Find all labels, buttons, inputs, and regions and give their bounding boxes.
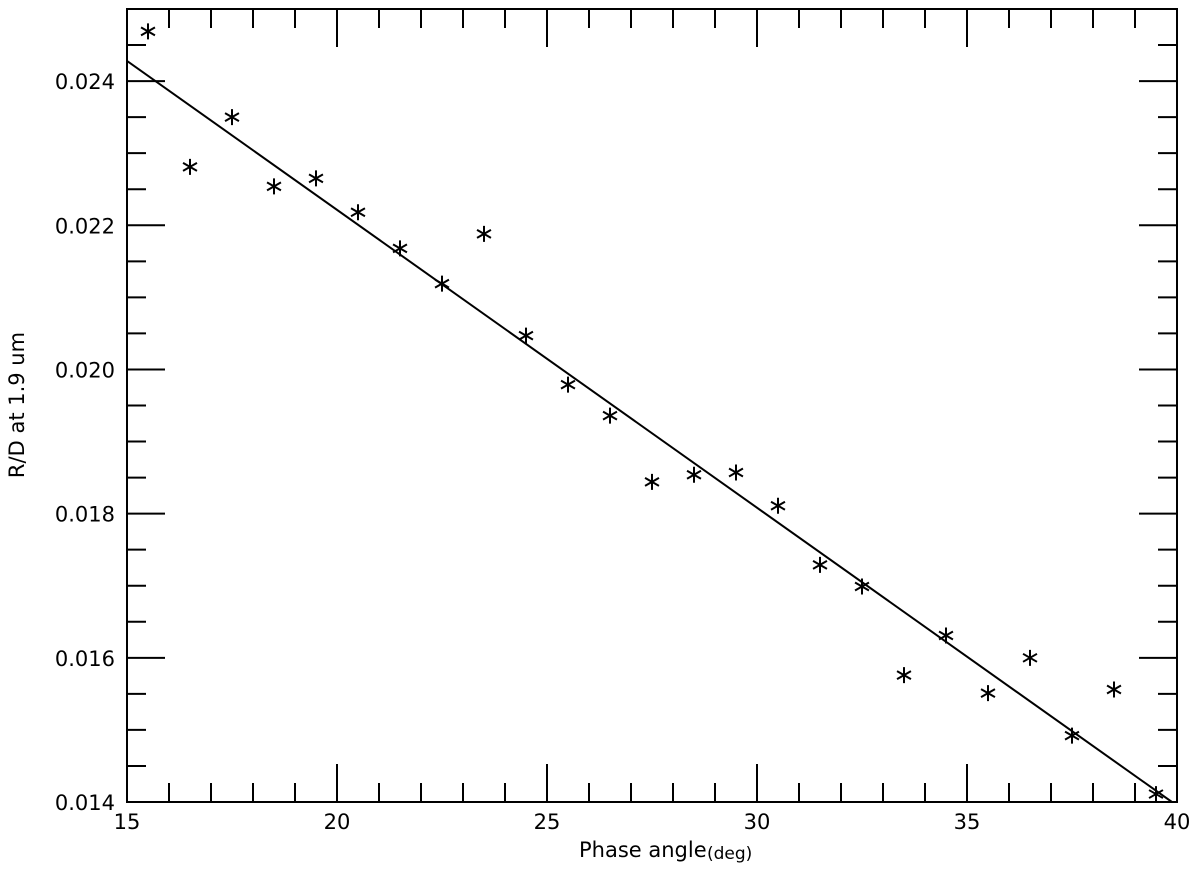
data-point — [812, 556, 828, 573]
y-tick-label: 0.020 — [55, 358, 115, 382]
data-point — [266, 178, 282, 195]
y-tick-label: 0.014 — [55, 791, 115, 815]
data-point — [896, 667, 912, 684]
x-axis-unit: (deg) — [707, 844, 752, 864]
plot-frame — [126, 8, 1178, 803]
data-point — [686, 466, 702, 483]
y-tick-label: 0.024 — [55, 70, 115, 94]
data-point — [980, 685, 996, 702]
y-axis-label: R/D at 1.9 um — [5, 332, 29, 478]
data-point — [1022, 649, 1038, 666]
x-axis-label: Phase angle — [579, 838, 707, 862]
x-tick-label: 30 — [744, 810, 771, 834]
data-point — [560, 376, 576, 393]
x-tick-label: 15 — [114, 810, 141, 834]
fit-line — [126, 60, 1173, 803]
data-point — [308, 170, 324, 187]
data-point — [518, 327, 534, 344]
y-tick-label: 0.022 — [55, 214, 115, 238]
x-tick-label: 20 — [324, 810, 351, 834]
data-point — [182, 158, 198, 175]
y-tick-label: 0.016 — [55, 647, 115, 671]
data-point — [602, 407, 618, 424]
data-point — [350, 204, 366, 221]
x-tick-label: 25 — [534, 810, 561, 834]
data-point — [140, 23, 156, 40]
data-point — [644, 473, 660, 490]
x-tick-label: 40 — [1164, 810, 1191, 834]
data-point — [770, 497, 786, 514]
data-point — [1148, 786, 1164, 803]
x-tick-label: 35 — [954, 810, 981, 834]
data-point — [476, 225, 492, 242]
data-point — [1106, 681, 1122, 698]
y-tick-label: 0.018 — [55, 503, 115, 527]
data-point — [224, 109, 240, 126]
data-point — [728, 464, 744, 481]
